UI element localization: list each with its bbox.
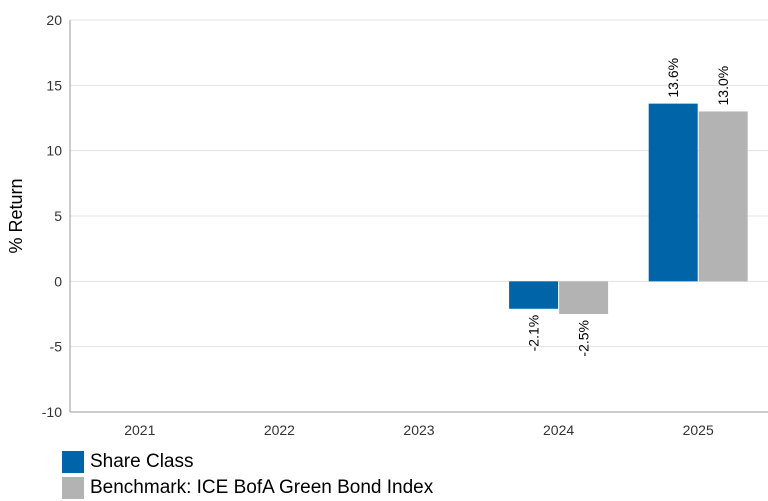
x-tick-label: 2025 bbox=[683, 422, 714, 438]
legend-label-share-class: Share Class bbox=[90, 451, 194, 472]
y-tick-label: -10 bbox=[42, 404, 62, 420]
data-label: 13.0% bbox=[715, 66, 731, 106]
legend-swatch-share-class bbox=[62, 451, 84, 473]
bar-benchmark bbox=[698, 111, 748, 282]
legend-item-share-class: Share Class bbox=[62, 449, 433, 475]
y-tick-label: 20 bbox=[46, 12, 62, 28]
x-tick-label: 2024 bbox=[543, 422, 574, 438]
y-tick-label: 15 bbox=[46, 77, 62, 93]
x-tick-label: 2023 bbox=[403, 422, 434, 438]
y-tick-label: 5 bbox=[54, 208, 62, 224]
legend-item-benchmark: Benchmark: ICE BofA Green Bond Index bbox=[62, 475, 433, 501]
y-axis-title: % Return bbox=[6, 178, 26, 253]
data-label: -2.1% bbox=[526, 315, 542, 352]
data-label: -2.5% bbox=[576, 320, 592, 357]
legend-label-benchmark: Benchmark: ICE BofA Green Bond Index bbox=[90, 477, 434, 498]
data-label: 13.6% bbox=[665, 58, 681, 98]
y-tick-label: -5 bbox=[50, 339, 63, 355]
x-tick-label: 2022 bbox=[264, 422, 295, 438]
legend-swatch-benchmark bbox=[62, 477, 84, 499]
bar-share-class bbox=[648, 103, 698, 282]
bar-share-class bbox=[509, 281, 559, 309]
bar-chart: -10 -5 0 5 10 15 20 % Return 2021 2022 2023 2024 -2.… bbox=[6, 12, 768, 438]
y-tick-label: 0 bbox=[54, 273, 62, 289]
bar-benchmark bbox=[559, 281, 609, 314]
y-tick-label: 10 bbox=[46, 143, 62, 159]
legend: Share Class Benchmark: ICE BofA Green Bo… bbox=[62, 449, 433, 501]
x-tick-label: 2021 bbox=[124, 422, 155, 438]
